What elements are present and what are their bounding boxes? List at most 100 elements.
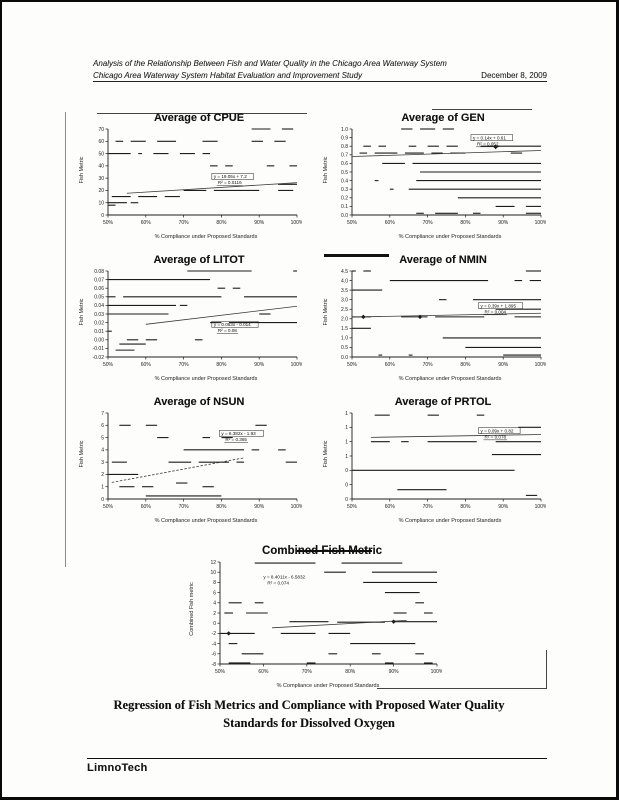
caption-line2: Standards for Dissolved Oxygen	[223, 715, 395, 730]
svg-text:0: 0	[213, 621, 216, 627]
svg-text:0: 0	[101, 213, 104, 219]
svg-text:4: 4	[213, 601, 216, 607]
svg-text:-4: -4	[212, 641, 217, 647]
svg-text:70%: 70%	[179, 220, 190, 226]
svg-text:70%: 70%	[423, 504, 434, 510]
svg-text:1: 1	[345, 425, 348, 431]
svg-text:2.0: 2.0	[341, 317, 348, 323]
svg-text:0.4: 0.4	[341, 178, 348, 184]
svg-text:60%: 60%	[141, 504, 152, 510]
scan-artifact	[65, 112, 66, 567]
svg-text:100%: 100%	[431, 669, 442, 675]
svg-text:-2: -2	[212, 631, 217, 637]
svg-text:0: 0	[345, 482, 348, 488]
svg-text:0.2: 0.2	[341, 196, 348, 202]
svg-text:0.1: 0.1	[341, 204, 348, 210]
svg-text:0: 0	[345, 497, 348, 503]
chart-title: Average of GEN	[401, 112, 485, 124]
svg-text:0.8: 0.8	[341, 144, 348, 150]
svg-text:2.5: 2.5	[341, 307, 348, 313]
svg-text:y = 0.39x + 1.895: y = 0.39x + 1.895	[481, 303, 517, 308]
svg-text:90%: 90%	[498, 504, 509, 510]
gen-scatter-plot: 1.0 0.9 0.8 0.7 0.6 0.5 0.4 0.3 0.2 0.1 0.050% 60% 7…	[341, 127, 548, 226]
caption-line1: Regression of Fish Metrics and Complianc…	[113, 698, 505, 712]
svg-text:2: 2	[101, 472, 104, 478]
svg-text:80%: 80%	[216, 220, 227, 226]
svg-text:1: 1	[345, 454, 348, 460]
svg-text:4: 4	[101, 448, 104, 454]
header-title-line2-row: Chicago Area Waterway System Habitat Eva…	[93, 71, 547, 82]
svg-text:80%: 80%	[216, 504, 227, 510]
svg-text:-8: -8	[212, 662, 217, 668]
litot-scatter-plot: 0.08 0.07 0.06 0.05 0.04 0.03 0.02 0.01 0.00 -0.0…	[93, 269, 304, 368]
svg-text:40: 40	[98, 164, 104, 170]
svg-text:50%: 50%	[103, 362, 114, 368]
svg-text:50%: 50%	[215, 669, 226, 675]
svg-text:0.08: 0.08	[94, 269, 104, 275]
x-axis-label: % Compliance under Proposed Standards	[154, 376, 258, 382]
svg-text:1.0: 1.0	[341, 127, 348, 133]
svg-text:0.04: 0.04	[94, 303, 104, 309]
svg-text:50%: 50%	[347, 504, 358, 510]
svg-text:60%: 60%	[141, 362, 152, 368]
chart-title: Average of LITOT	[153, 254, 245, 266]
scan-artifact	[97, 113, 307, 114]
svg-text:80%: 80%	[345, 669, 356, 675]
svg-text:4.5: 4.5	[341, 269, 348, 275]
svg-text:80%: 80%	[216, 362, 227, 368]
y-axis-label: Fish Metric	[79, 156, 85, 184]
svg-text:30: 30	[98, 176, 104, 182]
svg-text:0: 0	[101, 497, 104, 503]
svg-text:60%: 60%	[385, 220, 396, 226]
svg-text:80%: 80%	[460, 362, 471, 368]
header-title-line1: Analysis of the Relationship Between Fis…	[93, 59, 447, 68]
svg-text:70%: 70%	[179, 362, 190, 368]
svg-text:7: 7	[101, 411, 104, 417]
svg-text:10: 10	[98, 201, 104, 207]
svg-text:0.02: 0.02	[94, 320, 104, 326]
y-axis-label: Combined Fish metric	[189, 582, 195, 636]
svg-text:60%: 60%	[385, 362, 396, 368]
svg-text:8: 8	[213, 580, 216, 586]
svg-text:y = 0.09x + 0.82: y = 0.09x + 0.82	[481, 428, 514, 433]
svg-text:70%: 70%	[302, 669, 313, 675]
svg-text:-0.02: -0.02	[93, 355, 105, 361]
svg-text:1: 1	[345, 411, 348, 417]
svg-text:R² = 0.365: R² = 0.365	[225, 437, 247, 442]
chart-title: Average of NMIN	[399, 254, 487, 266]
svg-text:100%: 100%	[535, 504, 546, 510]
svg-text:y = 0.14x + 0.61: y = 0.14x + 0.61	[473, 135, 506, 140]
svg-text:R² = 0.052: R² = 0.052	[477, 141, 499, 146]
svg-text:60%: 60%	[385, 504, 396, 510]
chart-title: Average of NSUN	[153, 396, 245, 408]
footer-rule	[87, 758, 547, 759]
chart-litot: Average of LITOT Fish Metric 0.08 0.07 0.0…	[74, 252, 308, 393]
svg-text:-0.01: -0.01	[93, 346, 105, 352]
svg-text:1: 1	[345, 439, 348, 445]
svg-text:80%: 80%	[460, 220, 471, 226]
svg-text:R² = 0.0116: R² = 0.0116	[218, 180, 242, 185]
svg-text:1: 1	[101, 485, 104, 491]
charts-grid: Average of CPUE Fish Metric 70 60 50 40 30 20…	[74, 110, 552, 535]
x-axis-label: % Compliance under Proposed Standards	[398, 376, 502, 382]
footer-logo: LimnoTech	[87, 762, 148, 774]
svg-text:0: 0	[345, 468, 348, 474]
svg-text:50%: 50%	[347, 362, 358, 368]
svg-text:70%: 70%	[179, 504, 190, 510]
svg-text:y = 0.053x - 0.014: y = 0.053x - 0.014	[214, 322, 251, 327]
svg-text:R² = 0.004: R² = 0.004	[485, 309, 507, 314]
scan-artifact	[377, 688, 547, 689]
svg-text:R² = 0.08: R² = 0.08	[218, 328, 237, 333]
svg-text:3: 3	[101, 460, 104, 466]
svg-text:3.5: 3.5	[341, 288, 348, 294]
figure-caption: Regression of Fish Metrics and Complianc…	[2, 697, 616, 732]
svg-text:90%: 90%	[254, 504, 265, 510]
y-axis-label: Fish Metric	[323, 156, 329, 184]
svg-text:1.0: 1.0	[341, 336, 348, 342]
svg-text:0.0: 0.0	[341, 355, 348, 361]
chart-title: Combined Fish Metric	[261, 545, 383, 557]
combined-scatter-plot: 12 10 8 6 4 2 0 -2 -4 -6 -850% 60% 70% 80% 90% 100% y = …	[210, 560, 444, 675]
svg-text:90%: 90%	[254, 362, 265, 368]
svg-text:0.5: 0.5	[341, 170, 348, 176]
